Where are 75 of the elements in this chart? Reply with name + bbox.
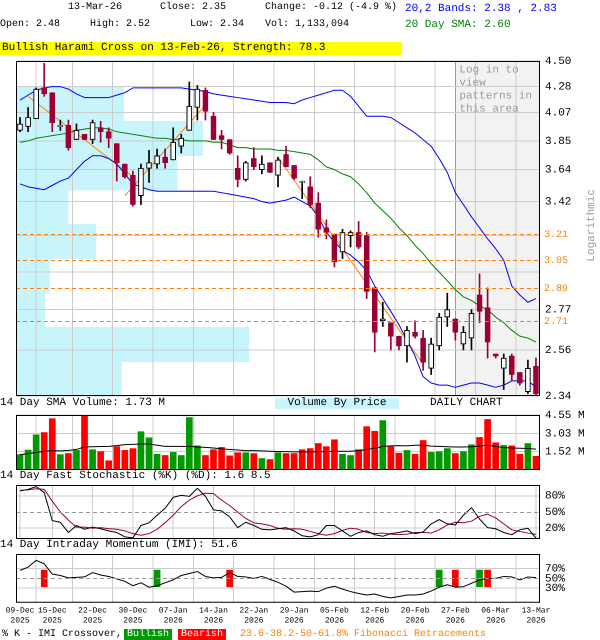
bar [162, 455, 168, 470]
bar [57, 454, 64, 470]
y-tick-label: 1.52 M [545, 446, 585, 459]
x-tick-label: 13-Mar 2026 [522, 606, 551, 626]
x-tick-label: 30-Dec 2025 [118, 606, 148, 626]
ref-line-label: 2.89 [544, 284, 568, 296]
bar [274, 452, 282, 470]
x-tick-label: 07-Jan 2026 [158, 606, 188, 626]
text: Volume By Price [275, 397, 399, 409]
bar [65, 453, 72, 470]
text: Close: 2.35 [160, 2, 226, 13]
text: 13-Mar-26 [68, 2, 122, 13]
bar [524, 443, 532, 470]
x-tick-label: 29-Jan 2026 [280, 606, 309, 626]
band-label: Log in to view patterns in this area [459, 64, 532, 116]
bar [250, 453, 258, 470]
chart-title: 14 Day Fast Stochastic (%K) (%D): 1.6 8.5 [0, 470, 271, 482]
chart-title: 14 Day SMA Volume: 1.73 M [0, 397, 166, 409]
text: Open: 2.48 [0, 19, 60, 30]
candlestick [146, 150, 152, 183]
text: Bearish [178, 629, 226, 640]
bar [452, 453, 459, 470]
chart-title: Bullish Harami Cross on 13-Feb-26, Strength: 78.3 [0, 42, 402, 55]
text: DAILY CHART [430, 397, 503, 409]
ref-line-label: 3.05 [544, 256, 568, 268]
y-tick-label: 2.34 [545, 390, 572, 403]
y-tick-label: 4.28 [545, 82, 572, 94]
bar [500, 445, 508, 470]
text: 20 Day SMA: 2.60 [405, 18, 512, 33]
y-tick-label: 20% [545, 523, 566, 536]
text: Vol: 1,133,094 [265, 19, 350, 30]
y-tick-label: 50% [545, 506, 566, 519]
bar [73, 450, 80, 470]
text: Change: -0.12 (-4.9 %) [265, 2, 398, 13]
y-tick-label: 2.77 [545, 304, 572, 316]
x-tick-label: 22-Dec 2025 [78, 606, 108, 626]
y-tick-label: 3.85 [545, 136, 572, 148]
y-tick-label: 80% [545, 490, 566, 503]
candlestick [218, 130, 224, 150]
bar [532, 456, 540, 470]
bar [379, 420, 386, 470]
bar [404, 450, 410, 470]
y-axis-title: Logarithmic [586, 189, 598, 262]
bar [81, 415, 88, 470]
y-tick-label: 3.03 M [545, 428, 585, 440]
y-tick-label: 4.55 M [545, 410, 585, 422]
bar [266, 459, 274, 470]
text: 23.6-38.2-50-61.8% Fibonacci Retracements [240, 629, 486, 640]
chart-title: 14 Day Intraday Momentum (IMI): 51.6 [0, 539, 238, 551]
bar [242, 452, 250, 470]
x-tick-label: 05-Feb 2026 [320, 606, 350, 626]
x-tick-label: 09-Dec 2025 [6, 606, 35, 626]
text: Bullish [124, 629, 172, 640]
x-tick-label: 22-Jan 2026 [239, 606, 268, 626]
y-tick-label: 4.50 [545, 56, 572, 68]
text: High: 2.52 [90, 19, 150, 30]
x-tick-label: 12-Feb 2026 [360, 606, 390, 626]
x-tick-label: 06-Mar 2026 [481, 606, 510, 626]
y-tick-label: 4.07 [545, 107, 572, 120]
text: % K - IMI Crossover, [2, 629, 122, 640]
y-tick-label: 2.56 [545, 344, 572, 357]
y-tick-label: 30% [545, 583, 566, 596]
x-tick-label: 15-Dec 2025 [38, 606, 67, 626]
text: Low: 2.34 [190, 19, 244, 30]
x-tick-label: 14-Jan 2026 [199, 606, 228, 626]
x-tick-label: 27-Feb 2026 [440, 606, 470, 626]
x-tick-label: 20-Feb 2026 [400, 606, 430, 626]
ref-line-label: 3.21 [544, 230, 568, 242]
candlestick [348, 230, 354, 248]
text: 20,2 Bands: 2.38 , 2.83 [405, 2, 557, 17]
y-tick-label: 3.42 [545, 196, 572, 208]
ref-line-label: 2.71 [544, 317, 568, 328]
bar [89, 449, 96, 470]
y-tick-label: 3.64 [545, 164, 572, 177]
bar [258, 458, 266, 470]
